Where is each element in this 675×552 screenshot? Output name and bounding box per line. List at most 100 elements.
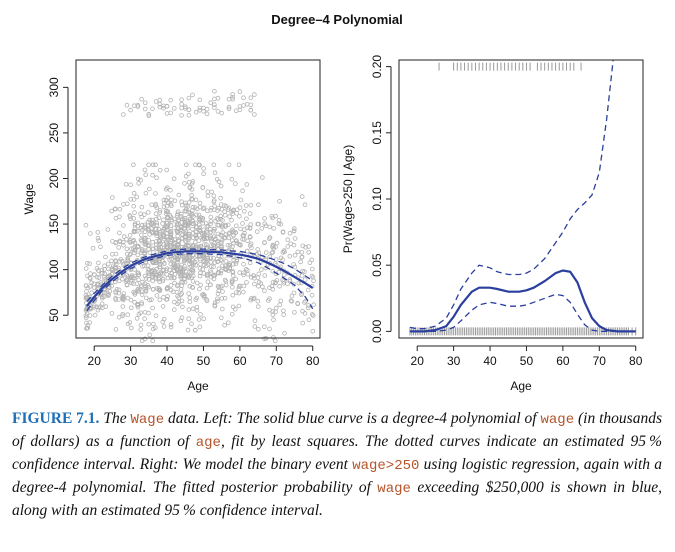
wage-point xyxy=(259,226,265,231)
wage-point xyxy=(216,246,221,252)
figure-title: Degree–4 Polynomial xyxy=(271,12,403,27)
wage-point xyxy=(198,282,203,288)
wage-point xyxy=(262,273,268,278)
wage-point xyxy=(145,263,151,269)
wage-point xyxy=(142,106,148,112)
wage-point xyxy=(196,317,202,322)
wage-point xyxy=(131,246,136,251)
wage-point xyxy=(212,198,217,203)
probability-fit-line xyxy=(409,269,636,333)
wage-point xyxy=(197,217,202,223)
wage-point xyxy=(252,92,257,97)
wage-point xyxy=(110,270,115,276)
wage-point xyxy=(238,226,243,232)
right-x-tick-label: 70 xyxy=(593,354,607,368)
wage-point xyxy=(289,298,295,304)
wage-point xyxy=(204,285,210,291)
wage-point xyxy=(186,113,192,118)
wage-point xyxy=(182,220,188,225)
wage-point xyxy=(145,266,151,272)
wage-point xyxy=(190,227,195,232)
wage-point xyxy=(278,298,284,304)
wage-point xyxy=(299,194,305,199)
wage-point xyxy=(193,245,199,251)
wage-point xyxy=(110,239,115,244)
wage-point xyxy=(237,242,243,247)
wage-point xyxy=(87,320,92,325)
wage-point xyxy=(236,286,242,292)
wage-point xyxy=(154,293,160,298)
wage-point xyxy=(131,162,136,168)
wage-point xyxy=(252,275,257,281)
wage-point xyxy=(211,255,216,261)
wage-point xyxy=(175,283,180,289)
wage-point xyxy=(158,271,164,277)
wage-point xyxy=(212,102,217,107)
wage-point xyxy=(127,320,133,325)
wage-point xyxy=(270,280,276,285)
wage-point xyxy=(168,241,173,246)
wage-point xyxy=(295,249,301,255)
wage-point xyxy=(244,182,250,187)
wage-point xyxy=(127,213,132,218)
wage-point xyxy=(247,260,253,266)
wage-point xyxy=(300,268,305,274)
wage-point xyxy=(205,189,211,195)
wage-point xyxy=(277,199,282,204)
probability-confidence-band-line xyxy=(409,60,614,330)
wage-point xyxy=(109,311,115,316)
wage-point xyxy=(94,274,100,280)
wage-point xyxy=(193,243,199,249)
wage-point xyxy=(150,246,156,252)
wage-point xyxy=(91,281,97,287)
wage-point xyxy=(273,213,279,219)
wage-point xyxy=(256,271,262,277)
wage-point xyxy=(182,181,187,186)
wage-point xyxy=(248,203,254,208)
wage-point xyxy=(244,248,250,254)
wage-point xyxy=(183,174,189,179)
wage-point xyxy=(183,206,189,212)
wage-point xyxy=(212,204,217,209)
caption-text: , fit by least squares. The dotted curve… xyxy=(12,433,662,473)
wage-point xyxy=(186,231,191,237)
wage-point xyxy=(169,219,175,224)
wage-point xyxy=(139,222,145,228)
caption-text: exceeding $250,000 is shown in blue, alo… xyxy=(12,479,663,519)
wage-point xyxy=(193,262,199,268)
wage-point xyxy=(186,107,192,113)
wage-point xyxy=(132,222,138,228)
wage-point xyxy=(222,322,227,328)
wage-point xyxy=(136,272,141,278)
wage-point xyxy=(178,292,183,298)
wage-point xyxy=(266,236,272,241)
wage-point xyxy=(231,254,236,260)
wage-point xyxy=(229,311,235,317)
wage-confidence-band-line xyxy=(86,253,314,312)
wage-point xyxy=(134,194,140,200)
wage-point xyxy=(209,264,214,269)
wage-point xyxy=(168,261,174,267)
wage-point xyxy=(262,240,267,246)
wage-point xyxy=(154,175,159,181)
figure-caption: FIGURE 7.1. The Wage data. Left: The sol… xyxy=(12,408,662,522)
wage-point xyxy=(225,207,231,212)
wage-point xyxy=(125,295,131,301)
wage-point xyxy=(143,241,149,247)
wage-point xyxy=(233,276,239,282)
wage-point xyxy=(309,292,315,298)
left-y-axis: 50 100 150 200 250 300 xyxy=(47,77,69,322)
wage-point xyxy=(179,211,184,217)
wage-point xyxy=(227,243,233,248)
wage-point xyxy=(205,245,210,251)
wage-point xyxy=(218,284,223,290)
left-y-tick-label: 250 xyxy=(47,123,61,143)
wage-point xyxy=(267,224,273,230)
wage-point xyxy=(219,110,225,116)
wage-point xyxy=(176,242,181,247)
wage-point xyxy=(255,304,261,309)
wage-point xyxy=(157,297,163,303)
wage-point xyxy=(201,205,207,211)
wage-point xyxy=(132,229,138,234)
wage-point xyxy=(98,244,103,250)
